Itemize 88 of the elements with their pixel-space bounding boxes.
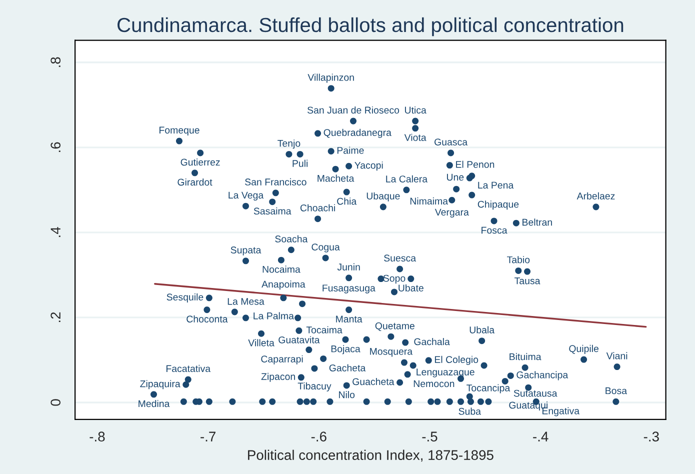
data-label: Quipile xyxy=(569,344,598,354)
y-tick-label: .2 xyxy=(50,312,60,322)
data-label: Viani xyxy=(606,352,628,360)
data-label: Fusagasuga xyxy=(322,284,376,294)
data-label: Tocaima xyxy=(306,326,342,334)
data-label: Ubate xyxy=(398,284,424,292)
data-label: Lenguazaque xyxy=(416,368,474,378)
data-label: Nemocon xyxy=(414,380,454,388)
data-label: Tausa xyxy=(514,277,540,284)
data-label: Macheta xyxy=(318,174,354,182)
data-label: Zipaquira xyxy=(140,380,180,390)
data-label: Supata xyxy=(230,246,262,256)
data-label: Yacopi xyxy=(354,162,383,171)
data-label: Guacheta xyxy=(352,378,394,386)
data-label: Girardot xyxy=(178,178,212,186)
x-tick-label: -.3 xyxy=(644,432,659,442)
data-label: Zipacon xyxy=(261,372,295,382)
data-label: Choachi xyxy=(300,204,335,212)
data-label: Sesquile xyxy=(166,293,204,302)
data-label: San Juan de Rioseco xyxy=(307,106,400,114)
data-label: Tocancipa xyxy=(466,384,510,394)
chart-title: Cundinamarca. Stuffed ballots and political concentration xyxy=(118,17,624,36)
data-label: La Pena xyxy=(478,182,514,189)
data-label: Nocaima xyxy=(262,266,300,273)
data-label: Facatativa xyxy=(166,364,211,372)
data-label: Gacheta xyxy=(329,364,366,372)
data-label: Ubala xyxy=(470,326,495,334)
data-label: Bosa xyxy=(606,387,628,394)
data-label: Viota xyxy=(404,134,426,141)
data-label: Bojaca xyxy=(331,345,360,354)
data-label: Villeta xyxy=(248,339,274,346)
data-label: La Palma xyxy=(254,312,294,320)
data-label: Fomeque xyxy=(160,126,200,136)
data-label: Utica xyxy=(405,106,426,114)
x-tick-label: -.8 xyxy=(90,432,105,442)
data-label: Sopo xyxy=(383,274,406,284)
y-tick-label: .6 xyxy=(50,142,61,152)
data-label: Sutatausa xyxy=(514,390,558,397)
y-tick-label: .8 xyxy=(50,57,61,67)
data-label: Junin xyxy=(337,263,360,270)
data-label: Guatavita xyxy=(278,336,320,344)
x-tick-label: -.4 xyxy=(533,432,548,442)
x-axis-title: Political concentration Index, 1875-1895 xyxy=(248,450,494,462)
data-label: Sasaima xyxy=(254,207,292,215)
x-tick-label: -.6 xyxy=(311,432,326,442)
data-label: Vergara xyxy=(434,208,469,218)
data-label: La Mesa xyxy=(228,298,264,305)
data-label: Beltran xyxy=(522,218,552,226)
data-label: El Colegio xyxy=(434,356,478,365)
data-label: Paime xyxy=(337,146,364,154)
data-label: La Vega xyxy=(228,192,264,201)
x-tick-label: -.7 xyxy=(200,432,216,442)
data-label: Cogua xyxy=(312,244,340,252)
data-label: Fosca xyxy=(482,226,508,234)
data-label: Tibacuy xyxy=(298,382,332,392)
data-label: Soacha xyxy=(275,235,308,242)
data-label: Manta xyxy=(336,316,362,323)
data-label: Mosquera xyxy=(370,348,413,357)
data-label: Nilo xyxy=(339,391,355,398)
data-label: Arbelaez xyxy=(576,192,615,200)
data-label: Tenjo xyxy=(278,140,300,149)
data-label: Gachancipa xyxy=(516,371,568,380)
data-label: San Francisco xyxy=(245,178,306,186)
x-tick-label: -.5 xyxy=(422,432,438,442)
data-label: Suesca xyxy=(384,254,416,262)
data-label: Bituima xyxy=(510,353,542,360)
data-label: Gachala xyxy=(414,338,450,346)
data-label: Gutierrez xyxy=(180,158,220,166)
data-label: Quetame xyxy=(375,322,414,332)
data-label: Caparrapi xyxy=(261,355,303,364)
y-tick-label: .4 xyxy=(50,227,60,237)
data-label: Chipaque xyxy=(478,200,519,210)
y-tick-label: 0 xyxy=(50,399,61,406)
data-label: Anapoima xyxy=(262,280,306,290)
data-label: Chia xyxy=(337,198,357,205)
data-label: Puli xyxy=(292,160,308,167)
data-label: Villapinzon xyxy=(308,74,354,83)
data-label: Ubaque xyxy=(366,192,400,202)
data-label: La Calera xyxy=(386,175,428,182)
data-label: Une xyxy=(446,174,464,181)
data-label: Suba xyxy=(458,408,481,415)
data-label: El Penon xyxy=(456,160,494,168)
data-label: Choconta xyxy=(186,315,228,323)
data-label: Medina xyxy=(138,400,170,408)
data-label: Nimaima xyxy=(410,197,448,205)
data-label: Quebradanegra xyxy=(324,128,392,138)
data-label: Guasca xyxy=(434,138,468,146)
data-label: Tabio xyxy=(507,256,530,264)
